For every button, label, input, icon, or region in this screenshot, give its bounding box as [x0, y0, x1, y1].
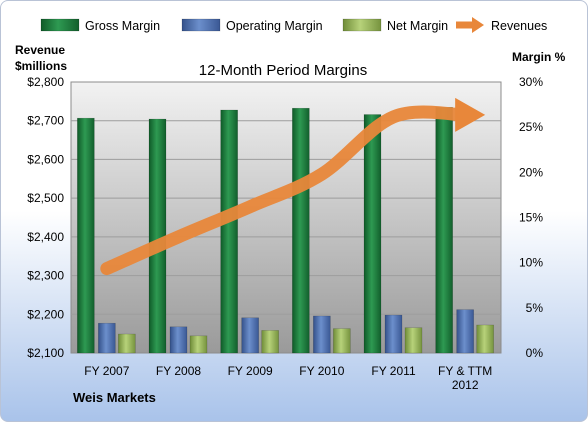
- net-margin-bar: [261, 330, 279, 354]
- gross-margin-bar: [148, 118, 167, 354]
- gross-margin-bar: [363, 114, 382, 354]
- operating-margin-bar: [456, 309, 474, 354]
- y-left-tick-label: $2,700: [27, 114, 64, 128]
- y-right-tick-label: 20%: [519, 165, 543, 179]
- bars: [77, 107, 494, 354]
- chart-title: 12-Month Period Margins: [199, 62, 367, 79]
- operating-margin-bar: [384, 314, 403, 354]
- net-margin-bar: [404, 327, 423, 354]
- legend-label: Gross Margin: [85, 19, 160, 33]
- legend-label: Revenues: [491, 19, 547, 33]
- x-tick-label: FY 2011: [371, 364, 416, 378]
- revenues-line: [100, 105, 472, 276]
- legend-swatch: [181, 18, 221, 32]
- revenue-line: [100, 97, 486, 276]
- x-tick-label: FY & TTM 2012: [438, 364, 492, 392]
- gross-margin-bar: [292, 107, 310, 354]
- y-left-tick-label: $2,400: [27, 230, 64, 244]
- company-name: Weis Markets: [73, 390, 156, 405]
- y-right-label: Margin %: [512, 50, 566, 64]
- y-right-tick-label: 15%: [519, 211, 543, 225]
- y-left-tick-label: $2,800: [27, 75, 64, 89]
- y-left-label-line1: Revenue: [15, 43, 65, 57]
- legend-item-net-margin: Net Margin: [342, 18, 448, 33]
- y-right-tick-label: 0%: [526, 346, 544, 360]
- operating-margin-bar: [98, 322, 116, 354]
- gross-margin-bar: [435, 107, 453, 354]
- x-tick-label: FY 2007: [84, 364, 129, 378]
- plot-area: [70, 81, 502, 354]
- legend-swatch-arrow: [472, 17, 484, 33]
- net-margin-bar: [118, 333, 136, 354]
- legend-label: Net Margin: [387, 19, 448, 33]
- legend-swatch: [40, 18, 80, 32]
- y-left-tick-label: $2,300: [27, 269, 64, 283]
- y-left-tick-label: $2,100: [27, 346, 64, 360]
- legend-swatch: [342, 18, 382, 32]
- x-tick-label: FY 2008: [156, 364, 201, 378]
- y-right-tick-label: 30%: [519, 75, 543, 89]
- net-margin-bar: [476, 324, 494, 354]
- legend-item-gross-margin: Gross Margin: [40, 18, 160, 33]
- legend: Gross Margin Operating Margin Net Margin Re…: [40, 17, 547, 33]
- gross-margin-bar: [77, 117, 95, 354]
- legend-item-revenues: Revenues: [456, 17, 547, 33]
- y-left-ticks: $2,100 $2,200 $2,300 $2,400 $2,500 $2,600 $2,7…: [27, 75, 64, 360]
- revenues-arrowhead: [455, 97, 486, 132]
- legend-label: Operating Margin: [226, 19, 323, 33]
- legend-item-operating-margin: Operating Margin: [181, 18, 323, 33]
- x-tick-labels: FY 2007 FY 2008 FY 2009 FY 2010 FY 2011 FY & …: [84, 364, 492, 392]
- y-right-tick-label: 25%: [519, 120, 543, 134]
- operating-margin-bar: [241, 317, 259, 354]
- gross-margin-bar: [220, 109, 238, 354]
- operating-margin-bar: [313, 315, 331, 354]
- y-right-tick-label: 5%: [526, 301, 544, 315]
- x-tick-label: FY 2010: [299, 364, 344, 378]
- y-right-ticks: 0% 5% 10% 15% 20% 25% 30%: [519, 75, 543, 360]
- operating-margin-bar: [169, 326, 188, 354]
- gridlines: [71, 120, 501, 315]
- net-margin-bar: [333, 328, 351, 354]
- y-right-tick-label: 10%: [519, 256, 543, 270]
- y-left-tick-label: $2,500: [27, 191, 64, 205]
- x-tick-label: FY 2009: [228, 364, 273, 378]
- net-margin-bar: [189, 335, 208, 354]
- y-left-label-line2: $millions: [15, 59, 67, 73]
- y-left-tick-label: $2,600: [27, 152, 64, 166]
- y-left-tick-label: $2,200: [27, 307, 64, 321]
